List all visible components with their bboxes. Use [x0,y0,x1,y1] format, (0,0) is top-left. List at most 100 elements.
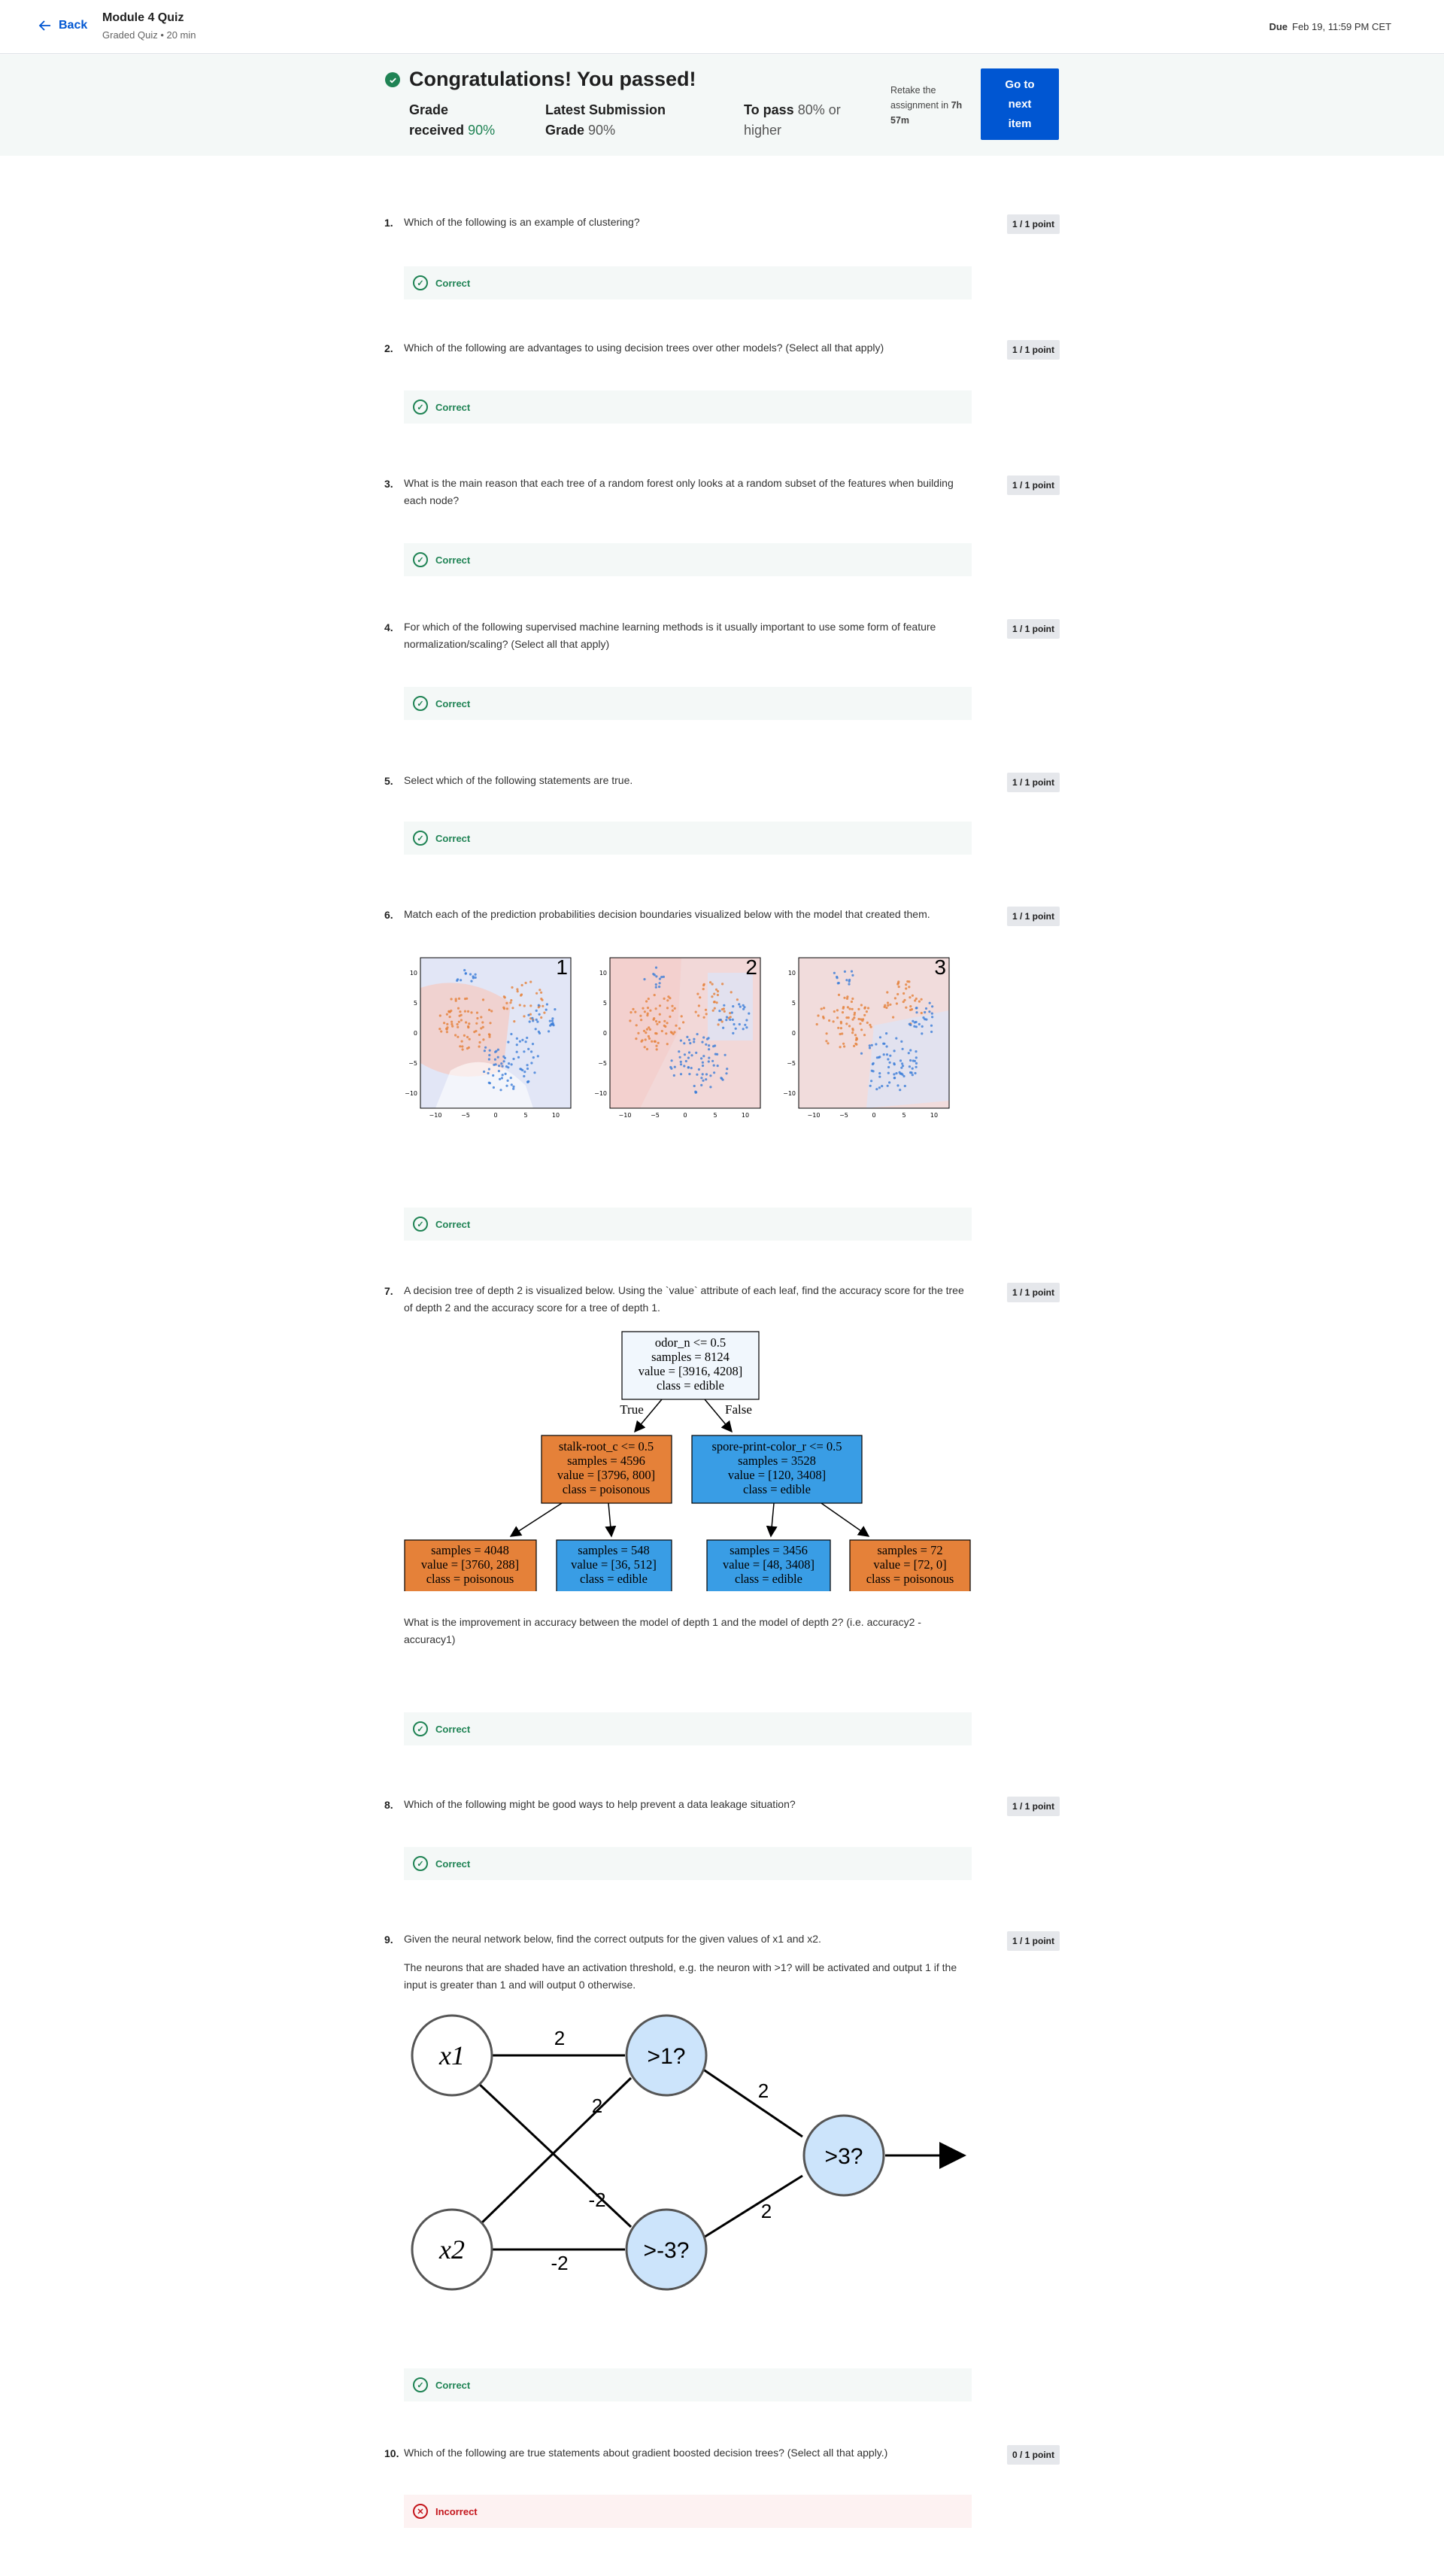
x-tick-label: 10 [742,1112,749,1119]
latest-label: Latest Submission [545,102,666,117]
question-text: Which of the following might be good way… [404,1798,796,1810]
data-point [839,1046,842,1049]
feedback-label: Correct [435,2379,471,2391]
data-point [488,1082,491,1085]
data-point [501,1065,504,1068]
data-point [882,1053,885,1056]
edge-right-leaf3 [766,1502,778,1538]
data-point [629,1011,633,1014]
data-point [702,1079,705,1082]
data-point [473,1031,476,1034]
data-point [738,1003,741,1006]
data-point [532,1056,535,1059]
check-circle-icon: ✓ [413,1217,428,1232]
data-point [745,1019,748,1022]
data-point [883,1042,886,1045]
feedback-correct: ✓ Correct [404,390,972,424]
data-point [510,1083,513,1086]
node-line: value = [36, 512] [571,1557,657,1572]
data-point [841,1011,845,1014]
data-point [918,1000,921,1003]
neuron-label: >-3? [644,2238,690,2263]
data-point [470,980,473,983]
data-point [905,983,908,986]
data-point [885,1053,889,1056]
data-point [854,1034,857,1037]
data-point [688,1073,691,1076]
data-point [855,1037,858,1040]
data-point [639,1014,642,1017]
data-point [868,1044,871,1047]
question-number: 5. [384,775,393,787]
edge-x1-h2 [478,2082,633,2228]
tree-node-root: odor_n <= 0.5 samples = 8124 value = [39… [621,1331,760,1400]
back-link[interactable]: Back [38,18,87,33]
data-point [537,1004,540,1007]
data-point [833,971,836,974]
tree-leaf-2: samples = 548 value = [36, 512] class = … [556,1539,672,1591]
data-point [712,1045,715,1048]
data-point [488,1033,491,1037]
data-point [529,1013,532,1016]
data-point [931,1016,934,1019]
data-point [669,1015,672,1018]
feedback-correct: ✓ Correct [404,822,972,855]
top-bar: Back Module 4 Quiz Graded Quiz • 20 min … [0,0,1444,54]
feedback-correct: ✓ Correct [404,543,972,576]
data-point [654,966,658,969]
data-point [702,1055,705,1058]
data-point [857,1007,860,1010]
points-badge: 1 / 1 point [1007,907,1060,926]
points-badge: 1 / 1 point [1007,340,1060,360]
data-point [915,1062,918,1065]
feedback-label: Correct [435,832,471,844]
data-point [518,1004,521,1007]
neuron-output: >3? [802,2114,885,2197]
data-point [877,1056,881,1059]
data-point [863,1007,866,1010]
data-point [820,1007,823,1010]
go-to-next-item-button[interactable]: Go to next item [981,68,1059,140]
data-point [722,1026,725,1029]
data-point [528,1020,531,1023]
data-point [645,1000,648,1003]
data-point [843,1045,846,1048]
node-line: class = poisonous [563,1482,651,1496]
data-point [460,1040,463,1043]
tree-node-left: stalk-root_c <= 0.5 samples = 4596 value… [541,1435,672,1504]
data-point [466,1035,469,1039]
data-point [518,1040,521,1043]
data-point [480,1016,483,1019]
data-point [725,1019,728,1022]
data-point [726,1068,729,1071]
y-tick-label: −10 [783,1090,796,1097]
data-point [715,1001,718,1004]
data-point [535,992,538,995]
data-point [460,1019,463,1022]
data-point [448,1016,451,1019]
data-point [869,1084,872,1087]
data-point [489,1022,492,1025]
data-point [656,1022,659,1025]
x-tick-label: −5 [651,1112,660,1119]
question-text: Select which of the following statements… [404,774,633,786]
data-point [629,1019,632,1022]
data-point [509,1001,512,1004]
weight-label: 2 [554,2027,565,2049]
region-edible [866,1010,949,1108]
data-point [736,998,739,1001]
data-point [862,1018,865,1021]
data-point [748,1012,751,1015]
data-point [663,1019,666,1022]
data-point [727,1016,730,1019]
data-point [511,986,514,989]
data-point [472,977,475,980]
node-line: samples = 72 [877,1543,942,1557]
feedback-label: Correct [435,277,471,289]
data-point [694,1010,697,1013]
data-point [915,1020,918,1024]
data-point [709,981,712,984]
data-point [673,1031,676,1034]
data-point [868,1046,872,1050]
data-point [481,1021,484,1024]
